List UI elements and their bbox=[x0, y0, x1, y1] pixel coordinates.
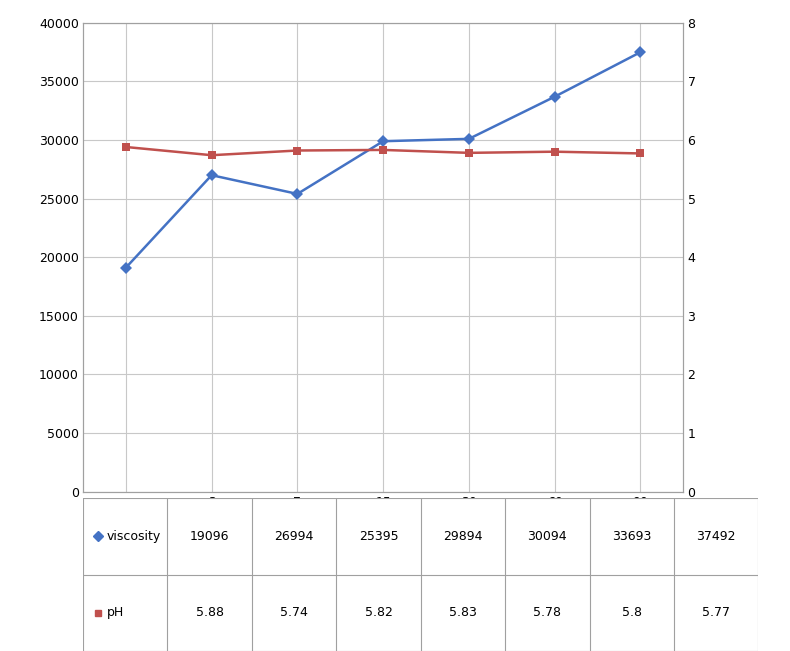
FancyBboxPatch shape bbox=[337, 498, 420, 575]
FancyBboxPatch shape bbox=[420, 575, 505, 651]
FancyBboxPatch shape bbox=[167, 575, 252, 651]
Text: 29894: 29894 bbox=[443, 530, 483, 543]
Text: 37492: 37492 bbox=[697, 530, 736, 543]
Text: 26994: 26994 bbox=[274, 530, 314, 543]
FancyBboxPatch shape bbox=[505, 575, 589, 651]
Text: 5.8: 5.8 bbox=[622, 606, 641, 619]
FancyBboxPatch shape bbox=[252, 498, 337, 575]
FancyBboxPatch shape bbox=[674, 575, 758, 651]
FancyBboxPatch shape bbox=[167, 498, 252, 575]
FancyBboxPatch shape bbox=[589, 575, 674, 651]
Text: 5.82: 5.82 bbox=[364, 606, 393, 619]
Text: 5.83: 5.83 bbox=[449, 606, 477, 619]
Text: 5.78: 5.78 bbox=[533, 606, 562, 619]
Text: pH: pH bbox=[107, 606, 124, 619]
Text: 5.74: 5.74 bbox=[280, 606, 308, 619]
Text: 30094: 30094 bbox=[528, 530, 567, 543]
Text: 19096: 19096 bbox=[190, 530, 229, 543]
Text: 5.77: 5.77 bbox=[702, 606, 730, 619]
FancyBboxPatch shape bbox=[674, 498, 758, 575]
FancyBboxPatch shape bbox=[83, 498, 167, 575]
FancyBboxPatch shape bbox=[589, 498, 674, 575]
Text: viscosity: viscosity bbox=[107, 530, 161, 543]
FancyBboxPatch shape bbox=[505, 498, 589, 575]
FancyBboxPatch shape bbox=[337, 575, 420, 651]
FancyBboxPatch shape bbox=[83, 575, 167, 651]
FancyBboxPatch shape bbox=[420, 498, 505, 575]
FancyBboxPatch shape bbox=[252, 575, 337, 651]
Text: 33693: 33693 bbox=[612, 530, 652, 543]
Text: 5.88: 5.88 bbox=[196, 606, 224, 619]
Text: 25395: 25395 bbox=[359, 530, 398, 543]
